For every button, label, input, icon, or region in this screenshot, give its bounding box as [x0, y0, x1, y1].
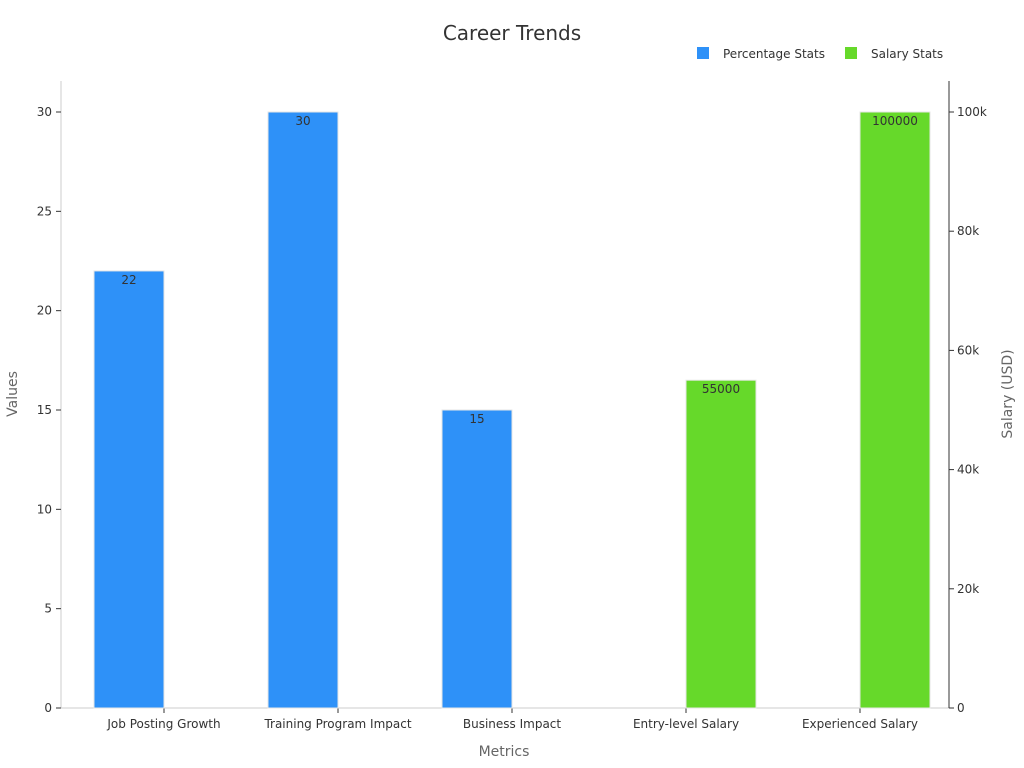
y2-tick-label: 100k — [957, 105, 987, 119]
y-axis-label: Values — [5, 371, 21, 417]
x-axis-label: Metrics — [479, 744, 530, 760]
y-tick-label: 0 — [44, 701, 52, 715]
y2-tick-label: 20k — [957, 582, 979, 596]
x-tick-label: Job Posting Growth — [106, 717, 220, 731]
y2-tick-label: 0 — [957, 701, 965, 715]
y-tick-label: 15 — [37, 403, 52, 417]
x-tick-label: Experienced Salary — [802, 717, 918, 731]
y-tick-label: 20 — [37, 304, 52, 318]
bar-percentage-stats — [267, 111, 339, 709]
y-tick-label: 5 — [44, 602, 52, 616]
bar-value-label: 30 — [295, 114, 310, 128]
bars — [93, 111, 931, 709]
bar-percentage-stats — [441, 409, 513, 709]
bar-value-label: 22 — [121, 273, 136, 287]
x-tick-label: Training Program Impact — [263, 717, 411, 731]
bar-salary-stats — [685, 379, 757, 709]
y-tick-label: 10 — [37, 502, 52, 516]
y2-tick-label: 80k — [957, 224, 979, 238]
y-tick-label: 30 — [37, 105, 52, 119]
x-tick-label: Business Impact — [463, 717, 562, 731]
axes: 0 5 10 15 20 25 30 0 20k 40k 60k 80k 100k Job Posting… — [37, 81, 987, 731]
y2-tick-label: 60k — [957, 343, 979, 357]
y-tick-label: 25 — [37, 204, 52, 218]
bar-salary-stats — [859, 111, 931, 709]
bar-value-label: 15 — [469, 412, 484, 426]
legend: Percentage Stats Salary Stats — [697, 47, 943, 61]
legend-swatch — [697, 47, 709, 59]
bar-value-label: 55000 — [702, 382, 740, 396]
legend-label: Percentage Stats — [723, 47, 825, 61]
chart-title: Career Trends — [443, 21, 581, 45]
legend-label: Salary Stats — [871, 47, 943, 61]
bar-value-label: 100000 — [872, 114, 918, 128]
data-labels: 22 30 15 55000 100000 — [121, 114, 918, 426]
legend-swatch — [845, 47, 857, 59]
y2-axis-label: Salary (USD) — [1000, 349, 1016, 438]
y2-tick-label: 40k — [957, 463, 979, 477]
x-tick-label: Entry-level Salary — [633, 717, 739, 731]
bar-percentage-stats — [93, 270, 165, 709]
